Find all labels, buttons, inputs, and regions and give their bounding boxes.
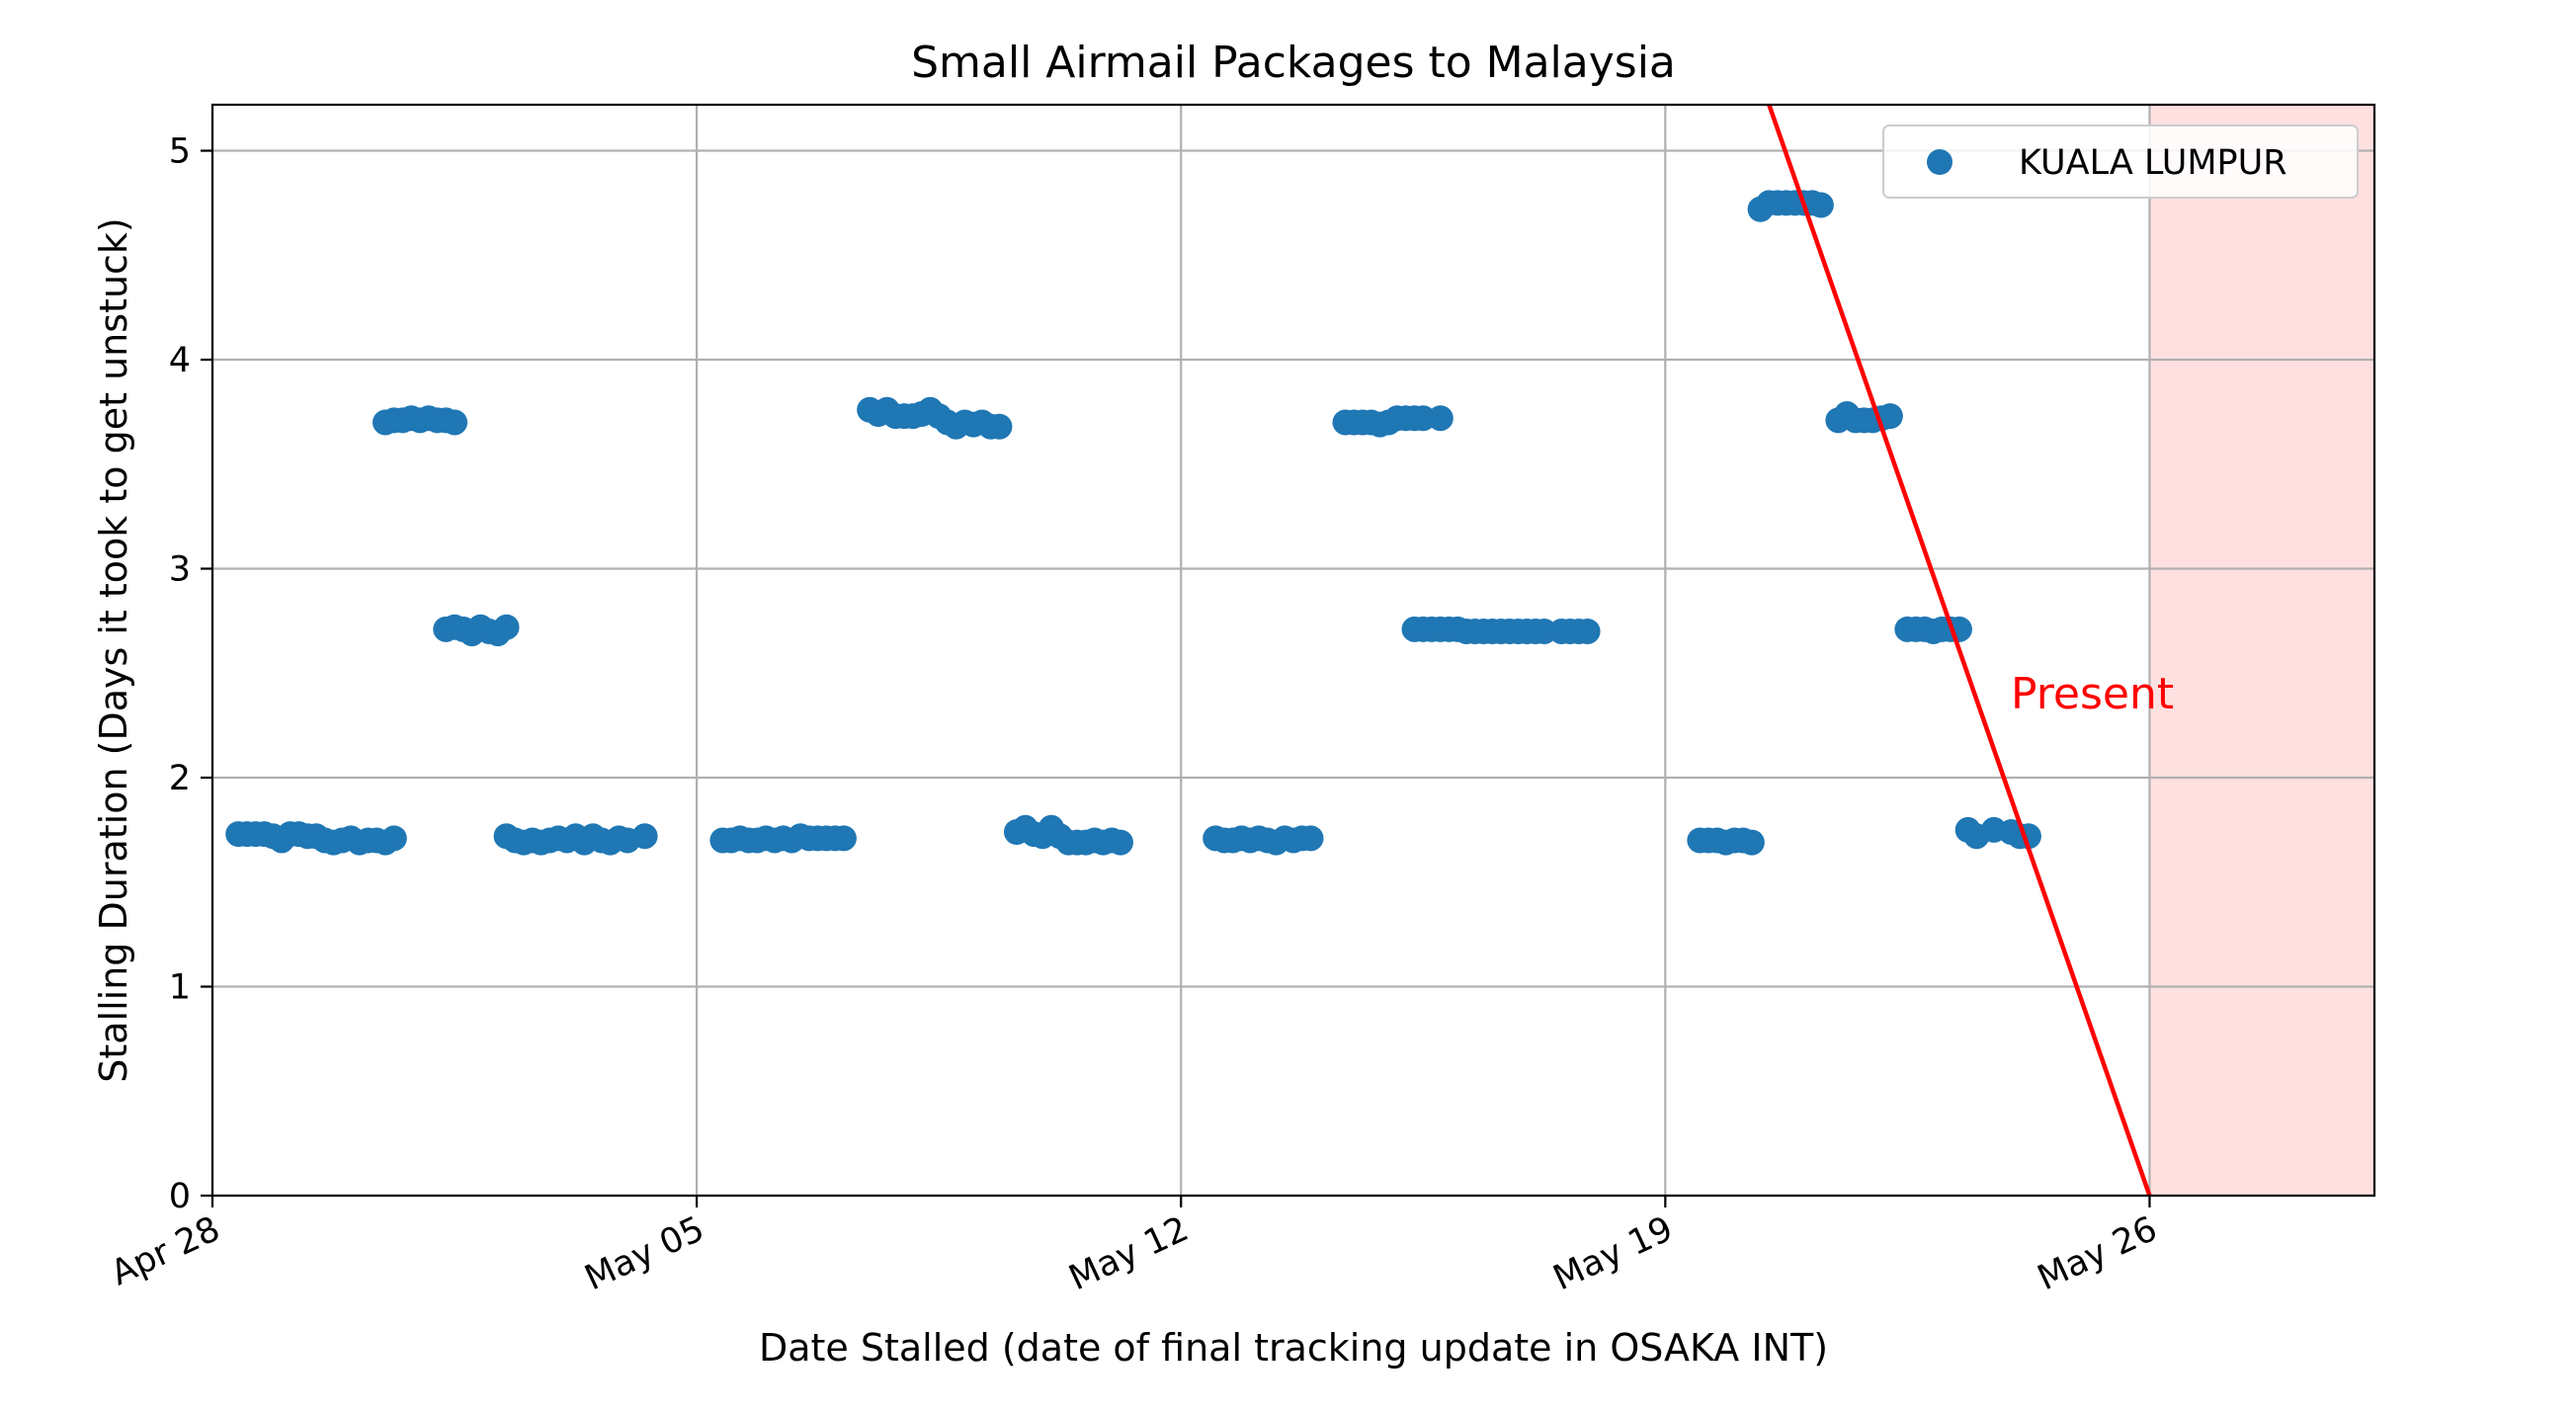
data-point xyxy=(442,409,468,436)
data-point xyxy=(1807,192,1834,218)
data-point xyxy=(1427,405,1454,432)
data-point xyxy=(380,825,407,852)
y-tick-label: 0 xyxy=(169,1177,191,1216)
chart-title: Small Airmail Packages to Malaysia xyxy=(911,38,1676,88)
present-line-group xyxy=(1767,105,2152,1196)
present-line xyxy=(1767,105,2152,1196)
y-tick-label: 3 xyxy=(169,550,191,590)
x-axis-label: Date Stalled (date of final tracking upd… xyxy=(759,1326,1828,1370)
data-point xyxy=(1297,825,1324,852)
data-point xyxy=(830,825,857,852)
y-tick-label: 5 xyxy=(169,132,191,172)
legend: KUALA LUMPUR xyxy=(1882,125,2359,199)
y-tick-label: 2 xyxy=(169,759,191,798)
axes-frame xyxy=(210,103,2376,1198)
legend-entry: KUALA LUMPUR xyxy=(2019,143,2287,183)
present-label: Present xyxy=(2011,669,2174,719)
data-point xyxy=(631,823,658,850)
y-tick-label: 4 xyxy=(169,341,191,380)
data-point xyxy=(986,413,1013,440)
data-point xyxy=(1738,829,1765,856)
data-point xyxy=(1107,829,1133,856)
future-shaded-region xyxy=(2149,105,2374,1196)
data-point xyxy=(493,614,520,640)
y-tick-label: 1 xyxy=(169,968,191,1008)
series-points xyxy=(225,190,2041,856)
legend-marker xyxy=(1927,149,1953,175)
y-axis-label: Stalling Duration (Days it took to get u… xyxy=(92,217,135,1083)
data-point xyxy=(1574,618,1601,644)
data-point xyxy=(1876,403,1903,430)
legend-box xyxy=(1882,125,2359,199)
